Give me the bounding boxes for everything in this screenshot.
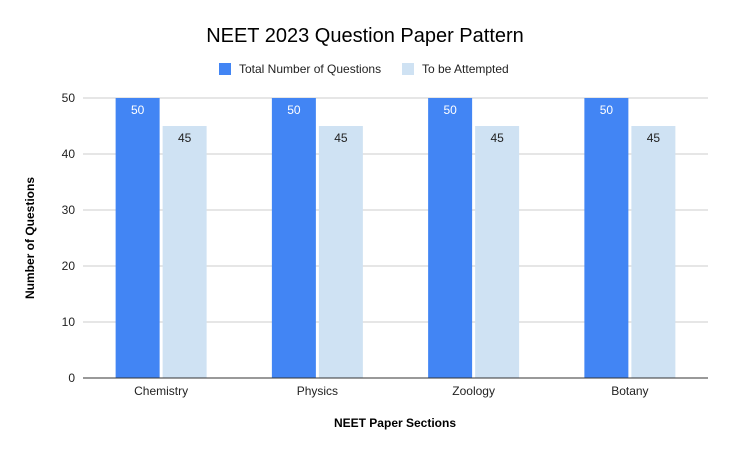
data-label-attempted-physics: 45 (334, 131, 348, 145)
bar-attempted-botany (631, 126, 676, 378)
legend-swatch-total (219, 63, 231, 75)
data-label-total-physics: 50 (287, 103, 301, 117)
bar-data-labels: 50 45 50 45 50 45 50 45 (131, 103, 660, 145)
bar-total-botany (584, 98, 629, 378)
x-axis-ticks: Chemistry Physics Zoology Botany (134, 384, 648, 398)
legend: Total Number of Questions To be Attempte… (219, 62, 509, 76)
y-axis-title: Number of Questions (23, 177, 37, 299)
bar-total-zoology (428, 98, 473, 378)
bars (115, 98, 676, 378)
y-tick-label: 0 (68, 371, 75, 385)
data-label-total-chemistry: 50 (131, 103, 145, 117)
bar-total-chemistry (115, 98, 160, 378)
data-label-attempted-botany: 45 (647, 131, 661, 145)
x-tick-label: Chemistry (134, 384, 188, 398)
legend-label-attempted: To be Attempted (422, 62, 509, 76)
bar-total-physics (271, 98, 316, 378)
data-label-attempted-zoology: 45 (490, 131, 504, 145)
x-axis-title: NEET Paper Sections (334, 416, 456, 430)
data-label-attempted-chemistry: 45 (178, 131, 192, 145)
y-tick-label: 40 (62, 147, 76, 161)
y-tick-label: 50 (62, 91, 76, 105)
legend-swatch-attempted (402, 63, 414, 75)
data-label-total-botany: 50 (600, 103, 614, 117)
y-tick-label: 30 (62, 203, 76, 217)
x-tick-label: Physics (297, 384, 338, 398)
bar-attempted-physics (318, 126, 363, 378)
legend-label-total: Total Number of Questions (239, 62, 381, 76)
chart-title: NEET 2023 Question Paper Pattern (206, 25, 524, 47)
y-tick-label: 10 (62, 315, 76, 329)
data-label-total-zoology: 50 (443, 103, 457, 117)
x-tick-label: Zoology (452, 384, 495, 398)
bar-attempted-chemistry (162, 126, 207, 378)
bar-attempted-zoology (475, 126, 520, 378)
y-tick-label: 20 (62, 259, 76, 273)
x-tick-label: Botany (611, 384, 648, 398)
y-axis-ticks: 0 10 20 30 40 50 (62, 91, 76, 385)
